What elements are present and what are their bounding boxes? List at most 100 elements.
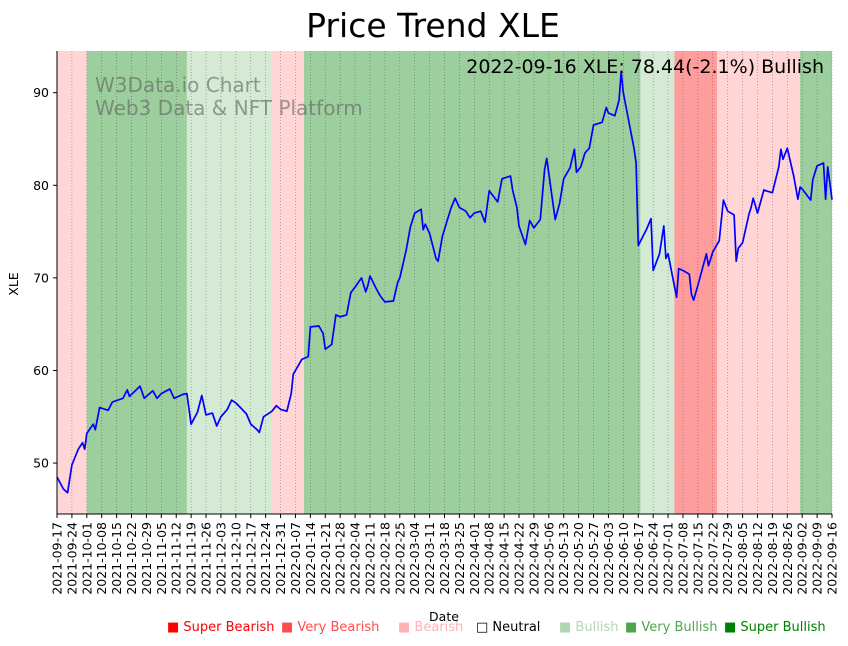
- x-tick-label: 2022-08-19: [765, 522, 780, 595]
- legend-swatch-icon: □: [476, 620, 493, 635]
- x-tick-label: 2022-05-13: [556, 522, 571, 595]
- legend-swatch-icon: ■: [167, 620, 184, 635]
- legend-item-super-bullish: ■ Super Bullish: [724, 620, 826, 635]
- latest-price-annotation: 2022-09-16 XLE: 78.44(-2.1%) Bullish: [466, 56, 824, 78]
- x-tick-label: 2021-09-24: [64, 522, 79, 595]
- x-tick-label: 2021-12-03: [213, 522, 228, 595]
- legend-label: Neutral: [492, 620, 541, 635]
- x-tick-label: 2022-06-03: [601, 522, 616, 595]
- signal-bands: [57, 51, 832, 514]
- x-tick-label: 2022-03-04: [407, 522, 422, 595]
- x-tick-label: 2022-02-25: [392, 522, 407, 595]
- x-tick-label: 2022-02-04: [348, 522, 363, 595]
- x-tick-label: 2022-05-27: [586, 522, 601, 595]
- x-tick-label: 2022-07-29: [720, 522, 735, 595]
- legend-item-very-bullish: ■ Very Bullish: [625, 620, 717, 635]
- legend-swatch-icon: ■: [398, 620, 415, 635]
- x-tick-label: 2022-02-18: [377, 522, 392, 595]
- x-tick-label: 2022-04-01: [467, 522, 482, 595]
- y-tick-label: 50: [33, 456, 49, 471]
- legend-swatch-icon: ■: [625, 620, 642, 635]
- x-tick-label: 2022-09-09: [810, 522, 825, 595]
- chart-title: Price Trend XLE: [306, 6, 560, 45]
- x-tick-label: 2021-12-31: [273, 522, 288, 595]
- regime-band-very_bullish: [86, 51, 187, 514]
- regime-band-bullish: [640, 51, 675, 514]
- signal-legend: ■ Super Bearish ■ Very Bearish ■ Bearish □ …: [0, 620, 848, 640]
- x-tick-label: 2022-05-20: [571, 522, 586, 595]
- x-tick-label: 2022-03-25: [452, 522, 467, 595]
- legend-label: Bearish: [414, 620, 464, 635]
- x-ticks: 2021-09-17 2021-09-24 2021-10-01 2021-10-08…: [50, 514, 840, 595]
- x-tick-label: 2022-03-11: [422, 522, 437, 595]
- regime-band-very_bullish: [800, 51, 832, 514]
- x-tick-label: 2022-04-08: [482, 522, 497, 595]
- x-tick-label: 2021-12-10: [228, 522, 243, 595]
- legend-label: Super Bearish: [183, 620, 275, 635]
- x-tick-label: 2022-04-15: [497, 522, 512, 595]
- x-tick-label: 2021-11-19: [184, 522, 199, 595]
- y-ticks: 50 60 70 80 90: [33, 85, 57, 471]
- x-tick-label: 2022-09-16: [825, 522, 840, 595]
- regime-band-very_bullish: [399, 51, 641, 514]
- x-tick-label: 2022-06-17: [631, 522, 646, 595]
- x-tick-label: 2022-04-22: [512, 522, 527, 595]
- x-tick-label: 2022-06-10: [616, 522, 631, 595]
- x-tick-label: 2021-09-17: [50, 522, 65, 595]
- y-tick-label: 90: [33, 85, 49, 100]
- x-tick-label: 2022-07-15: [690, 522, 705, 595]
- regime-band-bearish: [272, 51, 304, 514]
- y-tick-label: 60: [33, 363, 49, 378]
- x-tick-label: 2021-11-12: [169, 522, 184, 595]
- legend-label: Super Bullish: [740, 620, 826, 635]
- x-tick-label: 2021-12-24: [258, 522, 273, 595]
- x-tick-label: 2021-10-15: [109, 522, 124, 595]
- x-tick-label: 2021-10-01: [79, 522, 94, 595]
- legend-swatch-icon: ■: [724, 620, 741, 635]
- legend-item-bullish: ■ Bullish: [559, 620, 618, 635]
- x-tick-label: 2021-12-17: [243, 522, 258, 595]
- x-tick-label: 2022-03-18: [437, 522, 452, 595]
- legend-item-neutral: □ Neutral: [476, 620, 540, 635]
- x-tick-label: 2021-10-22: [124, 522, 139, 595]
- x-tick-label: 2022-01-07: [288, 522, 303, 595]
- x-tick-label: 2022-08-05: [735, 522, 750, 595]
- legend-label: Bullish: [575, 620, 619, 635]
- x-tick-label: 2022-09-02: [795, 522, 810, 595]
- legend-label: Very Bearish: [297, 620, 380, 635]
- legend-item-very-bearish: ■ Very Bearish: [281, 620, 379, 635]
- regime-band-bullish: [186, 51, 273, 514]
- regime-band-bearish: [717, 51, 801, 514]
- regime-band-very_bearish: [674, 51, 718, 514]
- x-tick-label: 2022-01-28: [333, 522, 348, 595]
- regime-band-very_bullish: [303, 51, 400, 514]
- xle-price-line: [56, 70, 833, 494]
- legend-swatch-icon: ■: [281, 620, 298, 635]
- x-tick-label: 2022-07-01: [661, 522, 676, 595]
- x-tick-label: 2022-01-14: [303, 522, 318, 595]
- x-tick-label: 2021-11-26: [199, 522, 214, 595]
- legend-swatch-icon: ■: [559, 620, 576, 635]
- x-axis-label: Date: [429, 609, 459, 624]
- x-tick-label: 2022-07-22: [705, 522, 720, 595]
- y-tick-label: 70: [33, 270, 49, 285]
- x-tick-label: 2022-04-29: [526, 522, 541, 595]
- legend-item-super-bearish: ■ Super Bearish: [167, 620, 275, 635]
- y-axis-label: XLE: [6, 272, 21, 296]
- x-tick-label: 2022-06-24: [646, 522, 661, 595]
- x-tick-label: 2021-10-29: [139, 522, 154, 595]
- x-tick-label: 2022-02-11: [362, 522, 377, 595]
- x-tick-label: 2022-07-08: [675, 522, 690, 595]
- x-tick-label: 2021-11-05: [154, 522, 169, 595]
- y-tick-label: 80: [33, 178, 49, 193]
- x-tick-label: 2022-08-26: [780, 522, 795, 595]
- x-tick-label: 2022-01-21: [318, 522, 333, 595]
- x-tick-label: 2021-10-08: [94, 522, 109, 595]
- watermark-line-1: W3Data.io Chart: [95, 73, 261, 97]
- legend-label: Very Bullish: [641, 620, 718, 635]
- watermark-line-2: Web3 Data & NFT Platform: [95, 96, 363, 120]
- legend-item-bearish: ■ Bearish: [398, 620, 463, 635]
- x-tick-label: 2022-05-06: [541, 522, 556, 595]
- x-tick-label: 2022-08-12: [750, 522, 765, 595]
